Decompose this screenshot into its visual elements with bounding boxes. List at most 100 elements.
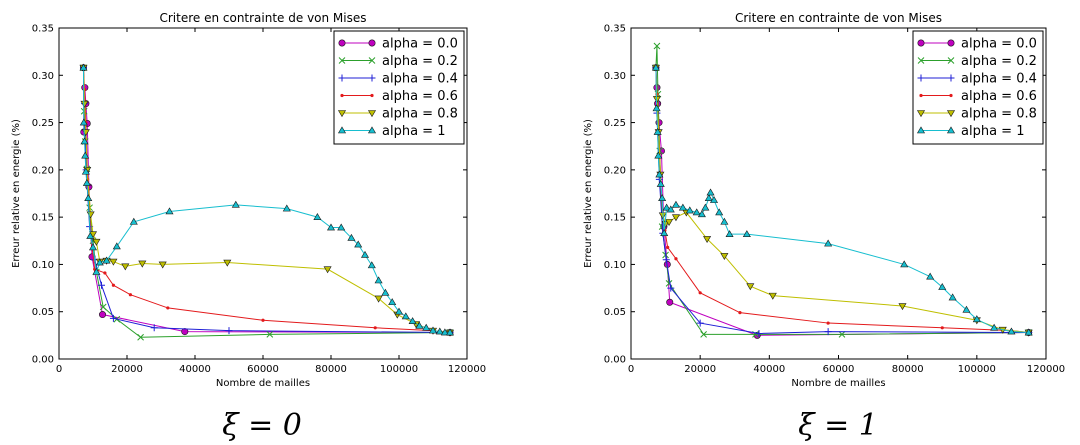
legend-label: alpha = 0.6 xyxy=(382,89,458,104)
data-point xyxy=(86,231,95,239)
legend-entry: alpha = 0.4 xyxy=(917,72,1037,87)
legend-label: alpha = 0.6 xyxy=(961,89,1037,104)
data-point xyxy=(98,281,105,289)
data-point xyxy=(826,321,830,325)
legend-marker xyxy=(367,110,377,118)
data-point xyxy=(337,223,346,231)
data-point xyxy=(158,261,167,269)
data-point xyxy=(435,327,444,335)
legend-marker xyxy=(916,110,926,118)
data-point xyxy=(655,170,664,178)
data-point xyxy=(326,223,336,231)
chart-title: Critere en contrainte de von Mises xyxy=(735,11,942,25)
legend-label: alpha = 0.4 xyxy=(961,72,1037,87)
data-point xyxy=(225,327,233,335)
data-point xyxy=(121,263,130,271)
data-point xyxy=(900,260,909,268)
data-point xyxy=(696,319,704,327)
data-point xyxy=(223,259,232,267)
y-tick-label: 0.05 xyxy=(32,307,54,318)
data-point xyxy=(671,214,680,222)
legend-marker xyxy=(368,74,376,82)
data-point xyxy=(138,260,147,268)
legend-entry: alpha = 0.8 xyxy=(916,107,1037,122)
data-point xyxy=(373,326,377,330)
y-tick-label: 0.00 xyxy=(604,355,626,366)
data-point xyxy=(388,298,397,306)
data-point xyxy=(440,328,449,336)
chart-right: 0 20000 40000 60000 80000 100000 120000 0.00 0.0… xyxy=(583,11,1065,443)
legend-marker xyxy=(338,74,346,82)
y-tick-label: 0.35 xyxy=(32,24,54,35)
data-point xyxy=(79,118,88,126)
legend-marker xyxy=(368,57,376,64)
legend-marker xyxy=(947,57,955,64)
data-point xyxy=(92,238,101,246)
data-point xyxy=(838,331,846,338)
data-point xyxy=(667,284,675,292)
data-point xyxy=(81,151,90,159)
data-point xyxy=(102,256,111,264)
data-point xyxy=(666,245,670,250)
data-point xyxy=(697,210,706,218)
data-point xyxy=(704,194,713,202)
y-tick-label: 0.20 xyxy=(32,165,54,176)
x-tick-label: 120000 xyxy=(1027,364,1065,375)
legend-label: alpha = 0.8 xyxy=(961,107,1037,122)
data-point xyxy=(678,203,687,211)
data-point xyxy=(990,323,999,331)
data-point xyxy=(824,328,832,336)
legend-marker xyxy=(916,126,926,134)
legend-label: alpha = 0.8 xyxy=(382,107,458,122)
x-tick-label: 100000 xyxy=(958,364,996,375)
y-tick-label: 0.05 xyxy=(604,307,626,318)
data-point xyxy=(1024,328,1033,336)
data-point xyxy=(422,323,431,331)
data-point xyxy=(347,233,356,241)
legend: alpha = 0.0 alpha = 0.2 alpha = 0.4 alpha =… xyxy=(912,30,1044,145)
y-axis-label: Erreur relative en energie (%) xyxy=(11,119,22,268)
x-tick-label: 60000 xyxy=(823,364,855,375)
legend-label: alpha = 1 xyxy=(961,124,1024,139)
legend-marker xyxy=(367,126,377,134)
x-tick-label: 80000 xyxy=(315,364,347,375)
data-point xyxy=(948,293,957,301)
y-tick-label: 0.20 xyxy=(604,165,626,176)
y-tick-label: 0.15 xyxy=(32,213,54,224)
data-point xyxy=(755,329,763,337)
data-point xyxy=(181,328,189,336)
data-point xyxy=(394,307,404,315)
data-point xyxy=(660,229,669,237)
y-tick-label: 0.30 xyxy=(32,71,54,82)
data-point xyxy=(354,240,363,248)
data-point xyxy=(95,258,104,266)
x-tick-label: 20000 xyxy=(684,364,716,375)
data-point xyxy=(962,305,971,313)
data-point xyxy=(109,258,118,266)
legend-label: alpha = 0.2 xyxy=(961,54,1037,69)
data-point xyxy=(972,315,981,323)
panel-caption: ξ = 0 xyxy=(222,408,302,443)
data-point xyxy=(658,194,667,202)
legend-marker xyxy=(947,74,955,82)
data-point xyxy=(109,314,117,322)
legend-entry: alpha = 1 xyxy=(337,124,445,139)
data-point xyxy=(165,207,174,215)
data-point xyxy=(742,230,751,237)
data-point xyxy=(99,311,107,319)
legend-marker xyxy=(917,39,925,47)
data-point xyxy=(674,257,678,261)
data-point xyxy=(82,179,91,186)
data-point xyxy=(282,204,291,212)
legend-label: alpha = 1 xyxy=(382,124,445,139)
legend-label: alpha = 0.2 xyxy=(382,54,458,69)
legend-entry: alpha = 0.8 xyxy=(337,107,458,122)
y-tick-label: 0.25 xyxy=(32,118,54,129)
legend-entry: alpha = 1 xyxy=(916,124,1024,139)
data-point xyxy=(725,230,734,237)
data-point xyxy=(709,196,719,203)
legend-marker xyxy=(917,74,925,82)
x-axis-label: Nombre de mailles xyxy=(791,378,885,389)
legend-label: alpha = 0.0 xyxy=(961,37,1037,52)
legend-marker xyxy=(949,93,953,98)
